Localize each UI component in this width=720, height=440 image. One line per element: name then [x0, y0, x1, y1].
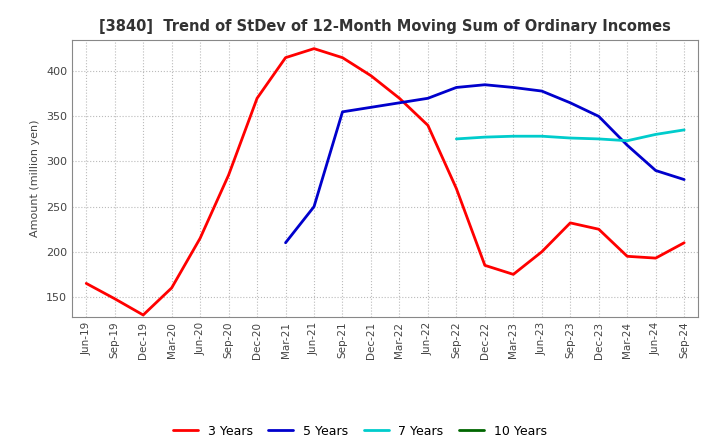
Y-axis label: Amount (million yen): Amount (million yen)	[30, 119, 40, 237]
5 Years	[595, 114, 603, 119]
5 Years	[395, 100, 404, 106]
3 Years	[423, 123, 432, 128]
5 Years	[537, 88, 546, 94]
3 Years	[480, 263, 489, 268]
3 Years	[167, 285, 176, 290]
3 Years	[452, 186, 461, 191]
7 Years	[452, 136, 461, 142]
Line: 5 Years: 5 Years	[286, 85, 684, 243]
7 Years	[566, 136, 575, 141]
5 Years	[509, 85, 518, 90]
Line: 3 Years: 3 Years	[86, 49, 684, 315]
7 Years	[623, 138, 631, 143]
7 Years	[595, 136, 603, 142]
Legend: 3 Years, 5 Years, 7 Years, 10 Years: 3 Years, 5 Years, 7 Years, 10 Years	[168, 420, 552, 440]
5 Years	[480, 82, 489, 88]
3 Years	[366, 73, 375, 78]
5 Years	[652, 168, 660, 173]
7 Years	[480, 135, 489, 140]
5 Years	[623, 143, 631, 148]
7 Years	[680, 127, 688, 132]
5 Years	[338, 109, 347, 114]
3 Years	[110, 296, 119, 301]
3 Years	[509, 272, 518, 277]
7 Years	[509, 134, 518, 139]
3 Years	[225, 172, 233, 178]
5 Years	[282, 240, 290, 246]
3 Years	[680, 240, 688, 246]
3 Years	[623, 254, 631, 259]
5 Years	[310, 204, 318, 209]
5 Years	[452, 85, 461, 90]
3 Years	[338, 55, 347, 60]
3 Years	[395, 95, 404, 101]
Line: 7 Years: 7 Years	[456, 130, 684, 141]
3 Years	[310, 46, 318, 51]
5 Years	[566, 100, 575, 106]
3 Years	[652, 256, 660, 261]
7 Years	[652, 132, 660, 137]
5 Years	[366, 105, 375, 110]
5 Years	[423, 95, 432, 101]
3 Years	[253, 95, 261, 101]
3 Years	[139, 312, 148, 318]
5 Years	[680, 177, 688, 182]
3 Years	[537, 249, 546, 254]
3 Years	[82, 281, 91, 286]
3 Years	[566, 220, 575, 226]
3 Years	[282, 55, 290, 60]
3 Years	[595, 227, 603, 232]
3 Years	[196, 235, 204, 241]
7 Years	[537, 134, 546, 139]
Title: [3840]  Trend of StDev of 12-Month Moving Sum of Ordinary Incomes: [3840] Trend of StDev of 12-Month Moving…	[99, 19, 671, 34]
